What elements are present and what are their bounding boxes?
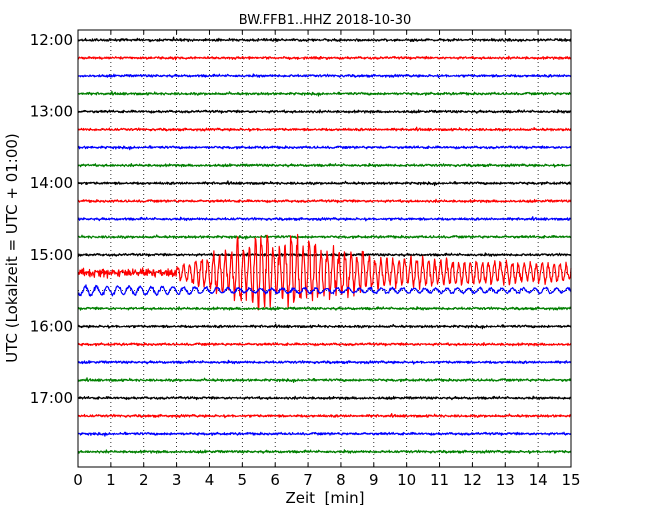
trace-line-1230	[77, 73, 572, 79]
trace-line-1545	[77, 306, 572, 311]
trace-line-1215	[77, 55, 572, 61]
x-tick-label: 13	[496, 471, 515, 489]
x-tick-label: 5	[238, 471, 248, 489]
trace-line-1245	[77, 90, 572, 97]
x-tick-label: 8	[336, 471, 346, 489]
chart-title: BW.FFB1..HHZ 2018-10-30	[239, 13, 412, 28]
trace-line-1515	[77, 233, 572, 311]
y-tick-label: 13:00	[30, 103, 73, 121]
x-tick-label: 11	[430, 471, 449, 489]
y-tick-label: 14:00	[30, 174, 73, 192]
x-tick-label: 4	[205, 471, 215, 489]
trace-line-1500	[77, 252, 572, 257]
trace-line-1415	[77, 198, 572, 204]
x-ticks: 0 1 2 3 4 5 6 7 8 9 10 11 12 13 14 15	[73, 30, 581, 489]
trace-line-1530	[77, 284, 572, 297]
y-tick-label: 17:00	[30, 389, 73, 407]
trace-line-1615	[77, 342, 572, 347]
trace-line-1430	[77, 216, 572, 222]
x-tick-label: 9	[369, 471, 379, 489]
trace-line-1645	[77, 377, 572, 383]
x-tick-label: 0	[73, 471, 83, 489]
trace-line-1630	[77, 359, 572, 365]
x-tick-label: 14	[529, 471, 548, 489]
trace-line-1715	[77, 413, 572, 419]
trace-line-1730	[77, 431, 572, 437]
trace-line-1600	[77, 323, 572, 330]
grid-lines	[78, 30, 571, 467]
x-tick-label: 10	[397, 471, 416, 489]
trace-line-1300	[77, 109, 572, 114]
x-tick-label: 15	[561, 471, 580, 489]
trace-line-1345	[77, 162, 572, 168]
x-tick-label: 12	[463, 471, 482, 489]
x-axis-title: Zeit [min]	[285, 489, 364, 507]
trace-line-1445	[77, 234, 572, 240]
y-axis-title: UTC (Lokalzeit = UTC + 01:00)	[3, 133, 21, 363]
x-tick-label: 1	[106, 471, 116, 489]
x-tick-label: 2	[139, 471, 149, 489]
y-ticks: 12:00 13:00 14:00 15:00 16:00 17:00	[30, 31, 571, 407]
trace-line-1700	[77, 395, 572, 401]
y-tick-label: 12:00	[30, 31, 73, 49]
trace-line-1745	[77, 449, 572, 455]
plot-frame	[77, 29, 572, 468]
trace-line-1400	[77, 180, 572, 187]
x-tick-label: 7	[303, 471, 313, 489]
trace-group	[77, 36, 572, 455]
x-tick-label: 6	[270, 471, 280, 489]
y-tick-label: 16:00	[30, 317, 73, 335]
trace-line-1330	[77, 145, 572, 151]
trace-line-1200	[77, 36, 572, 43]
trace-line-1315	[77, 126, 572, 132]
y-tick-label: 15:00	[30, 246, 73, 264]
x-tick-label: 3	[172, 471, 182, 489]
